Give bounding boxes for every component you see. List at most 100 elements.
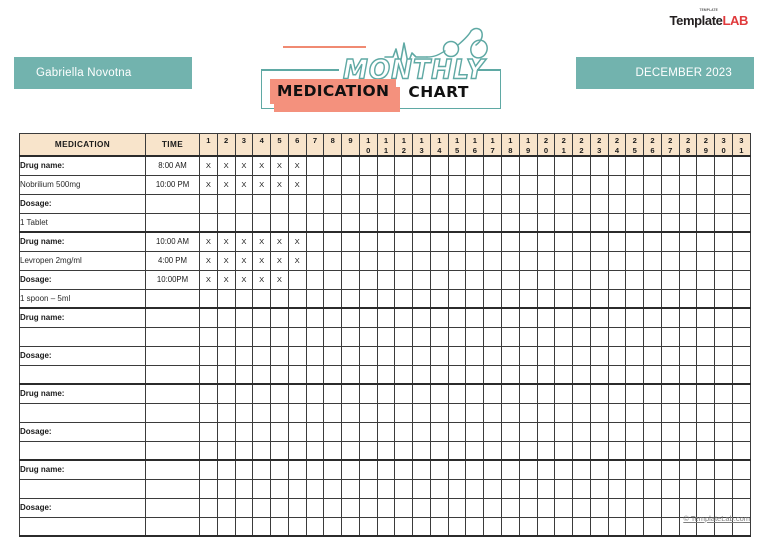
day-cell-7[interactable] [305, 307, 325, 328]
day-cell-1[interactable] [199, 383, 218, 404]
day-cell-18[interactable] [501, 383, 520, 404]
day-cell-9[interactable] [341, 421, 360, 442]
day-cell-25[interactable] [625, 193, 645, 214]
day-cell-18[interactable] [501, 269, 520, 290]
day-cell-5[interactable] [270, 326, 289, 347]
day-cell-5[interactable] [270, 459, 289, 480]
day-cell-1[interactable] [199, 288, 218, 309]
time-cell[interactable] [145, 345, 200, 366]
day-cell-17[interactable] [483, 497, 503, 518]
day-cell-20[interactable] [536, 345, 556, 366]
day-cell-22[interactable] [572, 497, 591, 518]
day-cell-31[interactable] [731, 250, 751, 271]
day-cell-9[interactable] [341, 288, 360, 309]
day-cell-21[interactable] [554, 269, 574, 290]
time-cell[interactable]: 10:00 AM [145, 231, 200, 252]
day-cell-25[interactable] [625, 440, 645, 461]
day-cell-31[interactable] [731, 497, 751, 518]
day-cell-17[interactable] [483, 212, 503, 233]
day-cell-29[interactable] [696, 345, 716, 366]
day-cell-11[interactable] [376, 288, 396, 309]
day-cell-30[interactable] [714, 174, 733, 195]
time-cell[interactable] [145, 326, 200, 347]
day-cell-17[interactable] [483, 288, 503, 309]
day-cell-6[interactable] [287, 269, 307, 290]
day-cell-23[interactable] [589, 231, 609, 252]
day-cell-17[interactable] [483, 231, 503, 252]
medication-label-cell[interactable]: Dosage: [19, 421, 146, 442]
day-cell-28[interactable] [678, 478, 698, 499]
day-cell-9[interactable] [341, 383, 360, 404]
day-cell-20[interactable] [536, 269, 556, 290]
day-cell-12[interactable] [394, 421, 414, 442]
day-cell-10[interactable] [358, 383, 378, 404]
day-cell-3[interactable] [234, 345, 254, 366]
day-cell-5[interactable] [270, 440, 289, 461]
day-cell-22[interactable] [572, 231, 591, 252]
day-cell-19[interactable] [518, 269, 538, 290]
day-cell-27[interactable] [660, 421, 680, 442]
day-cell-4[interactable] [252, 212, 272, 233]
day-cell-9[interactable] [341, 155, 360, 176]
day-cell-20[interactable] [536, 364, 556, 385]
day-cell-9[interactable] [341, 269, 360, 290]
day-cell-18[interactable] [501, 326, 520, 347]
day-cell-22[interactable] [572, 326, 591, 347]
day-cell-10[interactable] [358, 288, 378, 309]
day-cell-28[interactable] [678, 307, 698, 328]
day-cell-30[interactable] [714, 269, 733, 290]
day-cell-2[interactable] [216, 288, 236, 309]
day-cell-19[interactable] [518, 212, 538, 233]
day-cell-12[interactable] [394, 478, 414, 499]
day-cell-18[interactable] [501, 497, 520, 518]
day-cell-28[interactable] [678, 231, 698, 252]
day-cell-10[interactable] [358, 193, 378, 214]
day-cell-31[interactable] [731, 459, 751, 480]
day-cell-12[interactable] [394, 307, 414, 328]
day-cell-9[interactable] [341, 478, 360, 499]
day-cell-8[interactable] [323, 155, 343, 176]
day-cell-26[interactable] [643, 326, 662, 347]
day-cell-14[interactable] [429, 174, 449, 195]
day-cell-18[interactable] [501, 288, 520, 309]
day-cell-26[interactable] [643, 212, 662, 233]
day-cell-10[interactable] [358, 345, 378, 366]
day-cell-15[interactable] [447, 250, 467, 271]
day-cell-16[interactable] [465, 231, 485, 252]
day-cell-8[interactable] [323, 269, 343, 290]
day-cell-29[interactable] [696, 231, 716, 252]
day-cell-17[interactable] [483, 155, 503, 176]
day-cell-6[interactable] [287, 402, 307, 423]
day-cell-10[interactable] [358, 440, 378, 461]
day-cell-29[interactable] [696, 288, 716, 309]
day-cell-30[interactable] [714, 440, 733, 461]
day-cell-17[interactable] [483, 193, 503, 214]
day-cell-16[interactable] [465, 193, 485, 214]
day-cell-17[interactable] [483, 307, 503, 328]
day-cell-21[interactable] [554, 155, 574, 176]
day-cell-25[interactable] [625, 516, 645, 537]
day-cell-20[interactable] [536, 231, 556, 252]
day-cell-12[interactable] [394, 288, 414, 309]
day-cell-21[interactable] [554, 516, 574, 537]
day-cell-20[interactable] [536, 174, 556, 195]
day-cell-30[interactable] [714, 364, 733, 385]
day-cell-27[interactable] [660, 231, 680, 252]
day-cell-21[interactable] [554, 440, 574, 461]
day-cell-13[interactable] [412, 326, 431, 347]
day-cell-1[interactable] [199, 459, 218, 480]
day-cell-19[interactable] [518, 497, 538, 518]
day-cell-15[interactable] [447, 231, 467, 252]
day-cell-9[interactable] [341, 459, 360, 480]
day-cell-11[interactable] [376, 174, 396, 195]
day-cell-23[interactable] [589, 193, 609, 214]
day-cell-11[interactable] [376, 212, 396, 233]
day-cell-24[interactable] [607, 402, 627, 423]
day-cell-31[interactable] [731, 516, 751, 537]
day-cell-25[interactable] [625, 459, 645, 480]
day-cell-11[interactable] [376, 193, 396, 214]
day-cell-10[interactable] [358, 364, 378, 385]
day-cell-4[interactable] [252, 459, 272, 480]
day-cell-3[interactable] [234, 440, 254, 461]
day-cell-6[interactable] [287, 212, 307, 233]
